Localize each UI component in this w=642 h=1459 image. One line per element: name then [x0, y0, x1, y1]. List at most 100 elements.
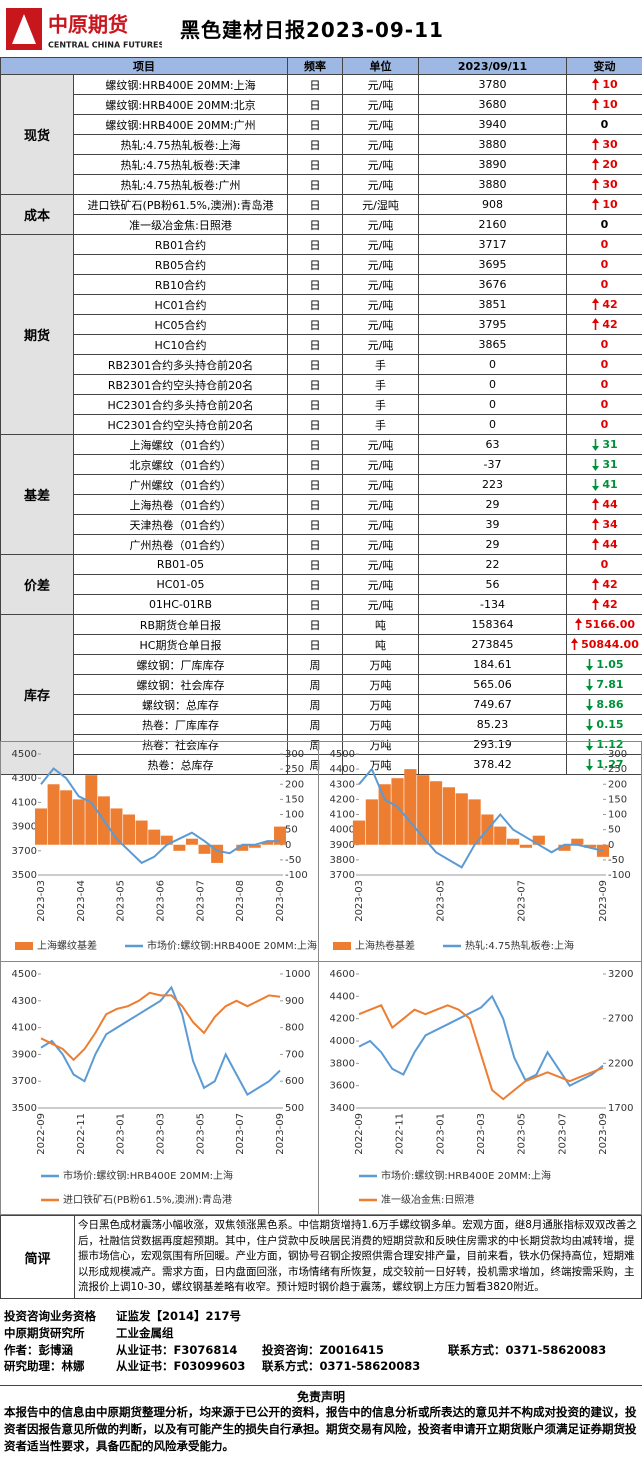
cell-name: 准一级冶金焦:日照港	[73, 214, 288, 235]
cell-value: 3695	[418, 254, 567, 275]
y-tick-label: 3900	[12, 1049, 37, 1060]
change-value: 10	[602, 197, 618, 211]
table-row: 广州热卷（01合约）日元/吨 29 44	[1, 534, 642, 555]
footer-text: 中原期货研究所	[4, 1326, 85, 1340]
cell-change: 20	[566, 154, 642, 175]
y2-tick-label: 3200	[608, 969, 633, 980]
cell-value: 3680	[418, 94, 567, 115]
cell-change: 10	[566, 94, 642, 115]
bar	[519, 844, 533, 848]
cell-freq: 日	[287, 314, 343, 335]
cell-value: -134	[418, 594, 567, 615]
cell-freq: 日	[287, 614, 343, 635]
change-value: 10	[602, 97, 618, 111]
cell-freq: 日	[287, 354, 343, 375]
y-tick-label: 3800	[330, 1058, 355, 1069]
bar	[123, 814, 136, 845]
bar	[571, 838, 584, 845]
change-value: 20	[602, 157, 618, 171]
cell-freq: 日	[287, 154, 343, 175]
group-label: 期货	[0, 234, 74, 435]
y2-tick-label: 700	[285, 1049, 304, 1060]
cell-name: HC05合约	[73, 314, 288, 335]
change-value: 0	[600, 278, 609, 291]
y-tick-label: 3800	[330, 855, 355, 866]
cell-freq: 周	[287, 674, 343, 695]
legend-label: 准一级冶金焦:日照港	[381, 1193, 474, 1206]
cell-unit: 元/吨	[342, 474, 419, 495]
x-tick-label: 2022-11	[76, 1113, 87, 1155]
change-arrow	[574, 618, 582, 631]
cell-name: 广州螺纹（01合约）	[73, 474, 288, 495]
change-arrow	[592, 598, 600, 611]
table-row: 热轧:4.75热轧板卷:上海日元/吨 3880 30	[1, 134, 642, 155]
cell-value: 0	[418, 394, 567, 415]
cell-unit: 手	[342, 374, 419, 395]
change-value: 1.05	[596, 657, 624, 671]
y-tick-label: 4300	[12, 773, 37, 784]
x-tick-label: 2023-01	[116, 1113, 127, 1155]
y2-tick-label: 100	[608, 810, 627, 821]
y2-tick-label: 250	[608, 764, 627, 775]
bar	[185, 838, 198, 845]
arrow-head	[592, 78, 600, 84]
y2-tick-label: -50	[285, 855, 301, 866]
change-value: 44	[602, 537, 618, 551]
change-arrow	[592, 98, 600, 111]
cell-unit: 元/吨	[342, 554, 419, 575]
y2-tick-label: -100	[285, 870, 308, 881]
cell-value: 223	[418, 474, 567, 495]
change-value: 5166.00	[584, 617, 636, 631]
footer-text: 研究助理：林娜	[4, 1359, 85, 1373]
table-row: HC2301合约多头持仓前20名日手 0 0	[1, 394, 642, 415]
cell-freq: 日	[287, 454, 343, 475]
y2-tick-label: 900	[285, 996, 304, 1007]
x-tick-label: 2023-09	[598, 880, 609, 922]
table-row: 现货 螺纹钢:HRB400E 20MM:上海日元/吨 3780 10	[0, 74, 642, 195]
cell-name: RB期货仓单日报	[73, 614, 288, 635]
arrow-head	[592, 598, 600, 604]
cell-change: 44	[566, 494, 642, 515]
cell-name: 进口铁矿石(PB粉61.5%,澳洲):青岛港	[73, 194, 288, 215]
cell-change: 0	[566, 374, 642, 395]
cell-unit: 元/吨	[342, 514, 419, 535]
data-table: 项目 频率 单位 2023/09/11 变动 现货 螺纹钢:HRB400E 20MM:上海日…	[0, 57, 642, 775]
bar	[507, 838, 520, 845]
cell-value: 3851	[418, 294, 567, 315]
table-row: 热卷：厂库库存周万吨 85.23 0.15	[1, 714, 642, 735]
x-tick-label: 2023-03	[156, 1113, 167, 1155]
legend-label: 上海螺纹基差	[37, 939, 97, 952]
x-tick-label: 2023-06	[156, 880, 167, 922]
y2-tick-label: 600	[285, 1076, 304, 1087]
y-tick-label: 4500	[12, 969, 37, 980]
cell-name: RB01合约	[73, 234, 288, 255]
bar	[429, 781, 443, 845]
y2-tick-label: 1000	[285, 969, 310, 980]
cell-name: 螺纹钢：总库存	[73, 694, 288, 715]
cell-freq: 日	[287, 114, 343, 135]
cell-freq: 日	[287, 134, 343, 155]
cell-change: 31	[566, 454, 642, 475]
bar	[211, 844, 224, 863]
cell-freq: 日	[287, 394, 343, 415]
cell-name: HC2301合约空头持仓前20名	[73, 414, 288, 435]
cell-value: 29	[418, 534, 567, 555]
line	[40, 991, 281, 1062]
y-tick-label: 3700	[330, 870, 355, 881]
x-tick-label: 2023-05	[116, 880, 127, 922]
cell-value: 3865	[418, 334, 567, 355]
change-value: 10	[602, 77, 618, 91]
cell-unit: 元/吨	[342, 214, 419, 235]
cell-freq: 日	[287, 514, 343, 535]
bar	[352, 820, 366, 845]
group-label: 库存	[0, 614, 74, 775]
cell-change: 30	[566, 134, 642, 155]
bar	[60, 790, 73, 845]
legend-swatch	[15, 942, 33, 950]
cell-unit: 元/吨	[342, 154, 419, 175]
change-arrow	[586, 719, 594, 732]
arrow-head	[592, 518, 600, 524]
cell-unit: 手	[342, 394, 419, 415]
cell-freq: 日	[287, 194, 343, 215]
cell-value: 0	[418, 414, 567, 435]
